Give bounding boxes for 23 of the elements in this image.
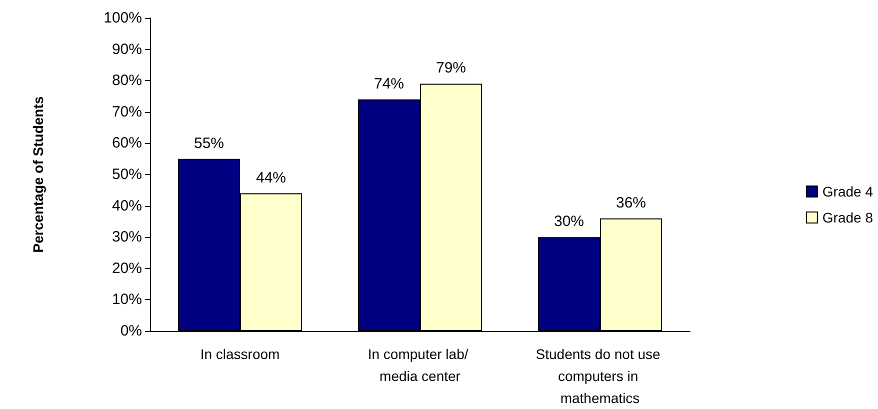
y-tick-label: 70% bbox=[112, 103, 142, 120]
y-tick-label: 0% bbox=[120, 322, 142, 340]
y-tick-label: 60% bbox=[112, 134, 142, 152]
legend-label: Grade 8 bbox=[822, 210, 874, 226]
y-tick-label: 100% bbox=[104, 10, 142, 26]
data-label: 36% bbox=[616, 194, 646, 212]
y-tick-label: 50% bbox=[112, 166, 142, 183]
legend-label: Grade 4 bbox=[822, 184, 874, 200]
data-label: 74% bbox=[374, 75, 404, 92]
y-tick-label: 40% bbox=[112, 197, 142, 214]
y-tick-label: 30% bbox=[112, 228, 142, 246]
data-label: 55% bbox=[194, 134, 224, 152]
y-tick-label: 80% bbox=[112, 72, 142, 90]
data-label: 79% bbox=[436, 60, 466, 77]
x-tick-label: In classroom bbox=[200, 346, 280, 362]
y-tick-label: 20% bbox=[112, 260, 142, 277]
y-tick-label: 90% bbox=[112, 40, 142, 58]
data-label: 44% bbox=[256, 169, 286, 186]
data-label: 30% bbox=[554, 213, 584, 230]
y-axis-title: Percentage of Students bbox=[30, 96, 46, 253]
x-tick-label: In computer lab/ media center bbox=[368, 346, 472, 384]
y-tick-label: 10% bbox=[112, 291, 142, 308]
x-tick-label: Students do not use computers in mathematics bbox=[536, 346, 664, 406]
